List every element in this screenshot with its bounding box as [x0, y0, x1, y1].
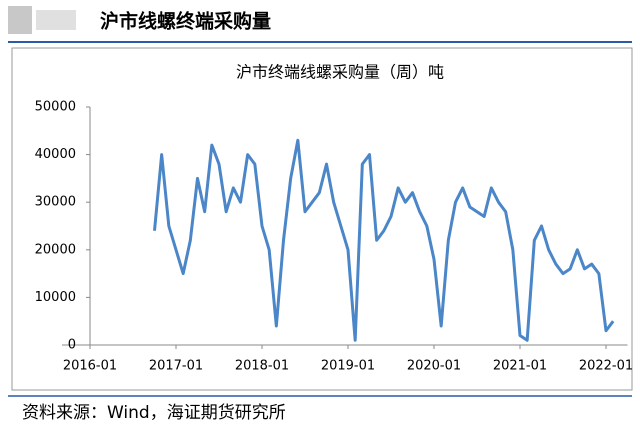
- y-tick-label: 40000: [35, 147, 76, 162]
- chart-title: 沪市终端线螺采购量（周）吨: [236, 63, 444, 82]
- plot: 0 10000 20000 30000 40000 50000 2016-01 2017-01…: [35, 100, 634, 374]
- y-tick-label: 30000: [35, 195, 76, 210]
- source-note: 资料来源：Wind，海证期货研究所: [22, 403, 286, 423]
- x-tick-label: 2021-01: [493, 359, 547, 374]
- chart-frame: [11, 47, 633, 391]
- data-line: [153, 138, 615, 342]
- x-tick-label: 2016-01: [63, 359, 117, 374]
- x-tick-label: 2019-01: [321, 359, 375, 374]
- header-title: 沪市线螺终端采购量: [100, 10, 271, 33]
- x-tick-label: 2020-01: [407, 359, 461, 374]
- x-tick-label: 2022-01: [579, 359, 633, 374]
- x-tick-label: 2017-01: [149, 359, 203, 374]
- x-tick-label: 2018-01: [235, 359, 289, 374]
- y-tick-label: 20000: [35, 242, 76, 257]
- logo-text: [36, 10, 76, 30]
- y-tick-label: 50000: [35, 100, 76, 115]
- y-tick-label: 0: [68, 338, 76, 353]
- y-tick-label: 10000: [35, 290, 76, 305]
- logo: [8, 6, 32, 34]
